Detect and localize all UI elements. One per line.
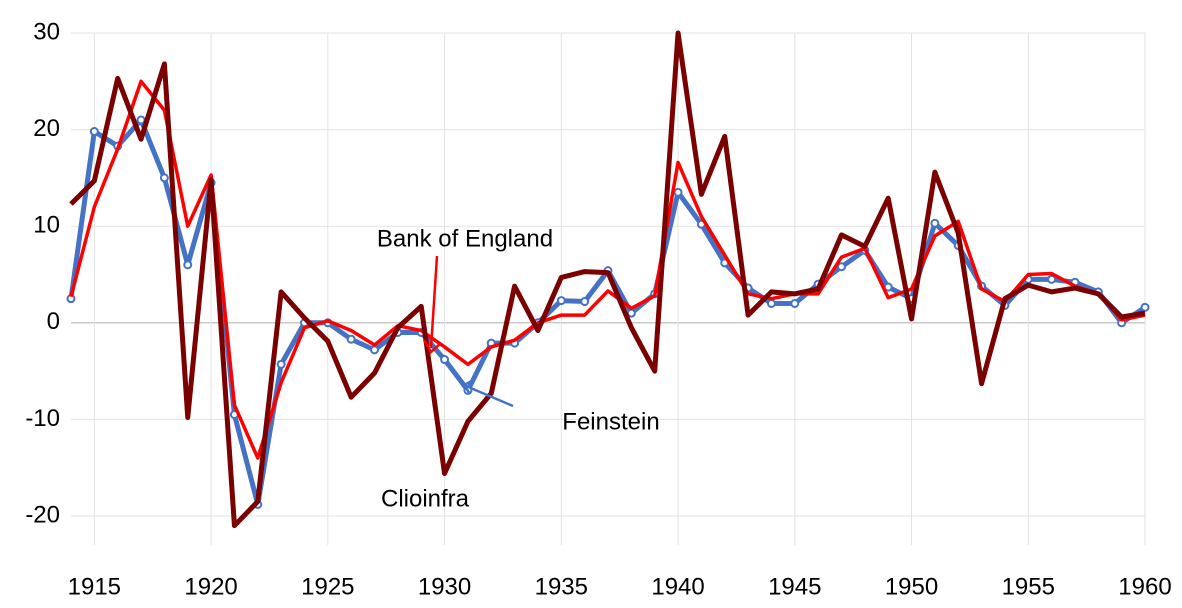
x-tick-label: 1925	[301, 573, 354, 600]
y-tick-label: 20	[33, 115, 60, 142]
arrow-head	[422, 339, 442, 354]
point-marker	[930, 218, 940, 228]
point-marker	[766, 298, 776, 308]
y-tick-label: 0	[47, 308, 60, 335]
point-marker	[1140, 302, 1150, 312]
point-marker	[346, 334, 356, 344]
arrow-head	[462, 378, 475, 395]
y-tick-label: 30	[33, 18, 60, 45]
series-line	[68, 117, 1147, 507]
point-marker	[370, 345, 380, 355]
x-tick-label: 1915	[68, 573, 121, 600]
series-line	[69, 79, 1146, 460]
series-line	[69, 30, 1146, 529]
point-marker	[580, 297, 590, 307]
y-tick-label: -20	[25, 501, 60, 528]
arrow	[429, 255, 439, 349]
point-marker	[556, 296, 566, 306]
x-tick-label: 1930	[418, 573, 471, 600]
y-tick-label: 10	[33, 212, 60, 239]
point-marker	[836, 262, 846, 272]
arrow	[465, 384, 514, 408]
x-tick-label: 1940	[651, 573, 704, 600]
y-tick-label: -10	[25, 405, 60, 432]
point-marker	[159, 173, 169, 183]
x-tick-label: 1955	[1002, 573, 1055, 600]
x-tick-label: 1935	[535, 573, 588, 600]
plot-area	[66, 30, 1150, 529]
annotation: Clioinfra	[381, 485, 470, 512]
x-tick-label: 1960	[1118, 573, 1171, 600]
point-marker	[183, 260, 193, 270]
annotation: Bank of England	[377, 225, 553, 252]
x-tick-label: 1950	[885, 573, 938, 600]
x-tick-label: 1945	[768, 573, 821, 600]
point-marker	[673, 187, 683, 197]
annotation: Feinstein	[562, 408, 659, 435]
point-marker	[89, 127, 99, 137]
point-marker	[136, 115, 146, 125]
x-tick-label: 1920	[184, 573, 237, 600]
point-marker	[440, 355, 450, 365]
point-marker	[790, 298, 800, 308]
point-marker	[1047, 274, 1057, 284]
point-marker	[276, 359, 286, 369]
